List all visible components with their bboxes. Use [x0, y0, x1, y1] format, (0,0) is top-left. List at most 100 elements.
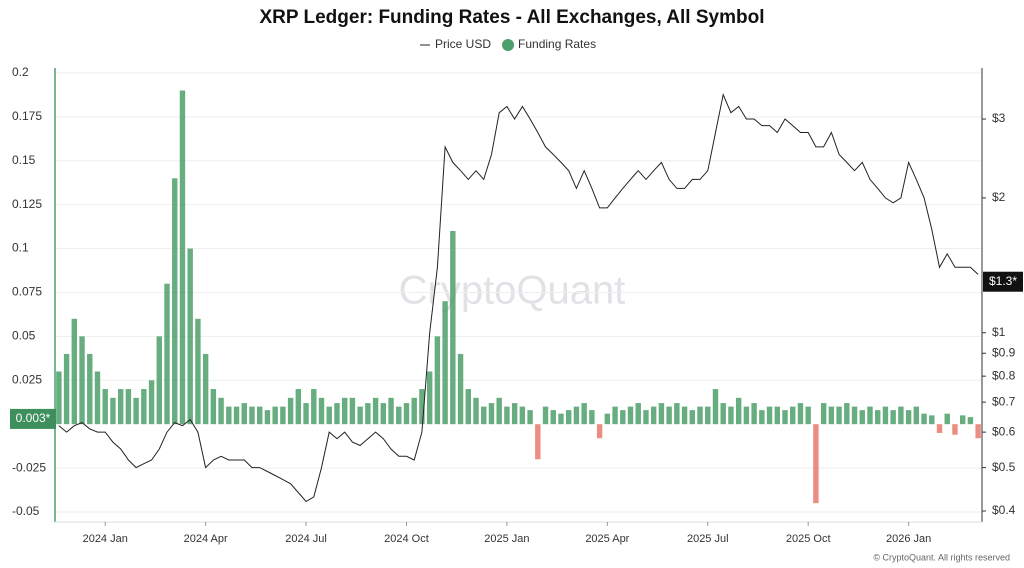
funding-bar [535, 424, 541, 460]
funding-bar [465, 389, 471, 425]
funding-bar [921, 413, 927, 425]
funding-bar [272, 406, 278, 425]
funding-bar [689, 410, 696, 425]
funding-bar [164, 283, 170, 425]
funding-bar [365, 403, 371, 425]
funding-bar [226, 406, 232, 425]
funding-bar [658, 403, 665, 425]
funding-bar [643, 410, 649, 425]
x-tick-label: 2025 Jan [484, 533, 529, 545]
funding-bar [913, 406, 920, 425]
funding-bar [566, 410, 572, 425]
funding-bar [573, 406, 580, 425]
y-tick-label: -0.05 [12, 504, 40, 518]
y2-tick-label: $0.5 [992, 460, 1016, 474]
x-tick-label: 2024 Jan [83, 533, 128, 545]
funding-bar [249, 406, 255, 425]
funding-bar [481, 406, 487, 425]
funding-bar [411, 397, 417, 425]
funding-bar [836, 406, 842, 425]
funding-bar [388, 397, 394, 425]
funding-bar [434, 336, 441, 425]
funding-bar [349, 397, 356, 425]
footer: © CryptoQuant. All rights reserved [873, 552, 1010, 562]
y2-tick-label: $3 [992, 111, 1006, 125]
funding-bar [875, 410, 881, 425]
funding-bar [681, 406, 688, 425]
funding-bar [820, 403, 827, 425]
y-tick-label: 0.075 [12, 285, 42, 299]
funding-bar [550, 410, 556, 425]
funding-bar [63, 353, 70, 425]
funding-bar [620, 410, 626, 425]
y2-tick-label: $0.8 [992, 368, 1016, 382]
x-tick-label: 2024 Jul [285, 533, 327, 545]
y-tick-label: 0.1 [12, 241, 29, 255]
y2-tick-label: $0.7 [992, 394, 1016, 408]
funding-bar [110, 397, 116, 425]
y-tick-label: 0.15 [12, 153, 36, 167]
funding-bar [728, 406, 734, 425]
funding-bar [936, 424, 943, 433]
funding-bar [782, 410, 788, 425]
funding-bar [589, 410, 595, 425]
funding-bar [148, 380, 155, 425]
funding-bar [442, 301, 448, 425]
funding-bar [890, 410, 896, 425]
y-tick-label: 0.05 [12, 329, 36, 343]
funding-bar [743, 406, 750, 425]
funding-bar [735, 397, 742, 425]
funding-bar [287, 397, 294, 425]
funding-bar [473, 397, 479, 425]
funding-bar [334, 403, 340, 425]
funding-bar [56, 371, 62, 425]
y2-tick-label: $2 [992, 190, 1006, 204]
funding-bar [650, 406, 657, 425]
funding-bar [210, 389, 217, 425]
funding-bar [303, 403, 309, 425]
y-tick-label: -0.025 [12, 460, 46, 474]
funding-bar [527, 410, 533, 425]
funding-bar [558, 413, 564, 425]
funding-bar [426, 371, 433, 425]
funding-bar [805, 406, 811, 425]
funding-bar [125, 389, 132, 425]
funding-bar [759, 410, 765, 425]
y2-tick-label: $0.4 [992, 503, 1016, 517]
legend-label: Funding Rates [518, 37, 596, 51]
funding-bar [666, 406, 672, 425]
funding-bar [851, 406, 858, 425]
funding-bar [511, 403, 518, 425]
funding-bar [94, 371, 101, 425]
funding-bar [828, 406, 835, 425]
current-price-badge [983, 271, 1023, 292]
y2-tick-label: $1 [992, 325, 1006, 339]
current-rate-label: 0.003* [16, 411, 51, 425]
funding-bar [905, 410, 912, 425]
y2-tick-label: $0.6 [992, 424, 1016, 438]
funding-bar [751, 403, 757, 425]
funding-bar [813, 424, 819, 504]
funding-bar [257, 406, 263, 425]
funding-bar [172, 178, 178, 425]
legend-label: Price USD [435, 37, 491, 51]
funding-bar [396, 406, 402, 425]
funding-bar [187, 248, 193, 425]
funding-bar [612, 406, 618, 425]
funding-bar [959, 415, 966, 425]
x-tick-label: 2025 Oct [786, 533, 831, 545]
funding-bar [419, 389, 425, 425]
funding-bar [898, 406, 904, 425]
funding-bar [944, 413, 950, 425]
funding-bar [882, 406, 889, 425]
funding-bar [604, 413, 611, 425]
funding-bar [674, 403, 680, 425]
funding-bar [218, 397, 224, 425]
funding-bar [790, 406, 796, 425]
funding-bar [295, 389, 302, 425]
funding-bar [133, 397, 139, 425]
funding-bar [457, 353, 464, 425]
funding-bar [280, 406, 286, 425]
funding-bar [975, 424, 981, 439]
x-tick-label: 2026 Jan [886, 533, 931, 545]
